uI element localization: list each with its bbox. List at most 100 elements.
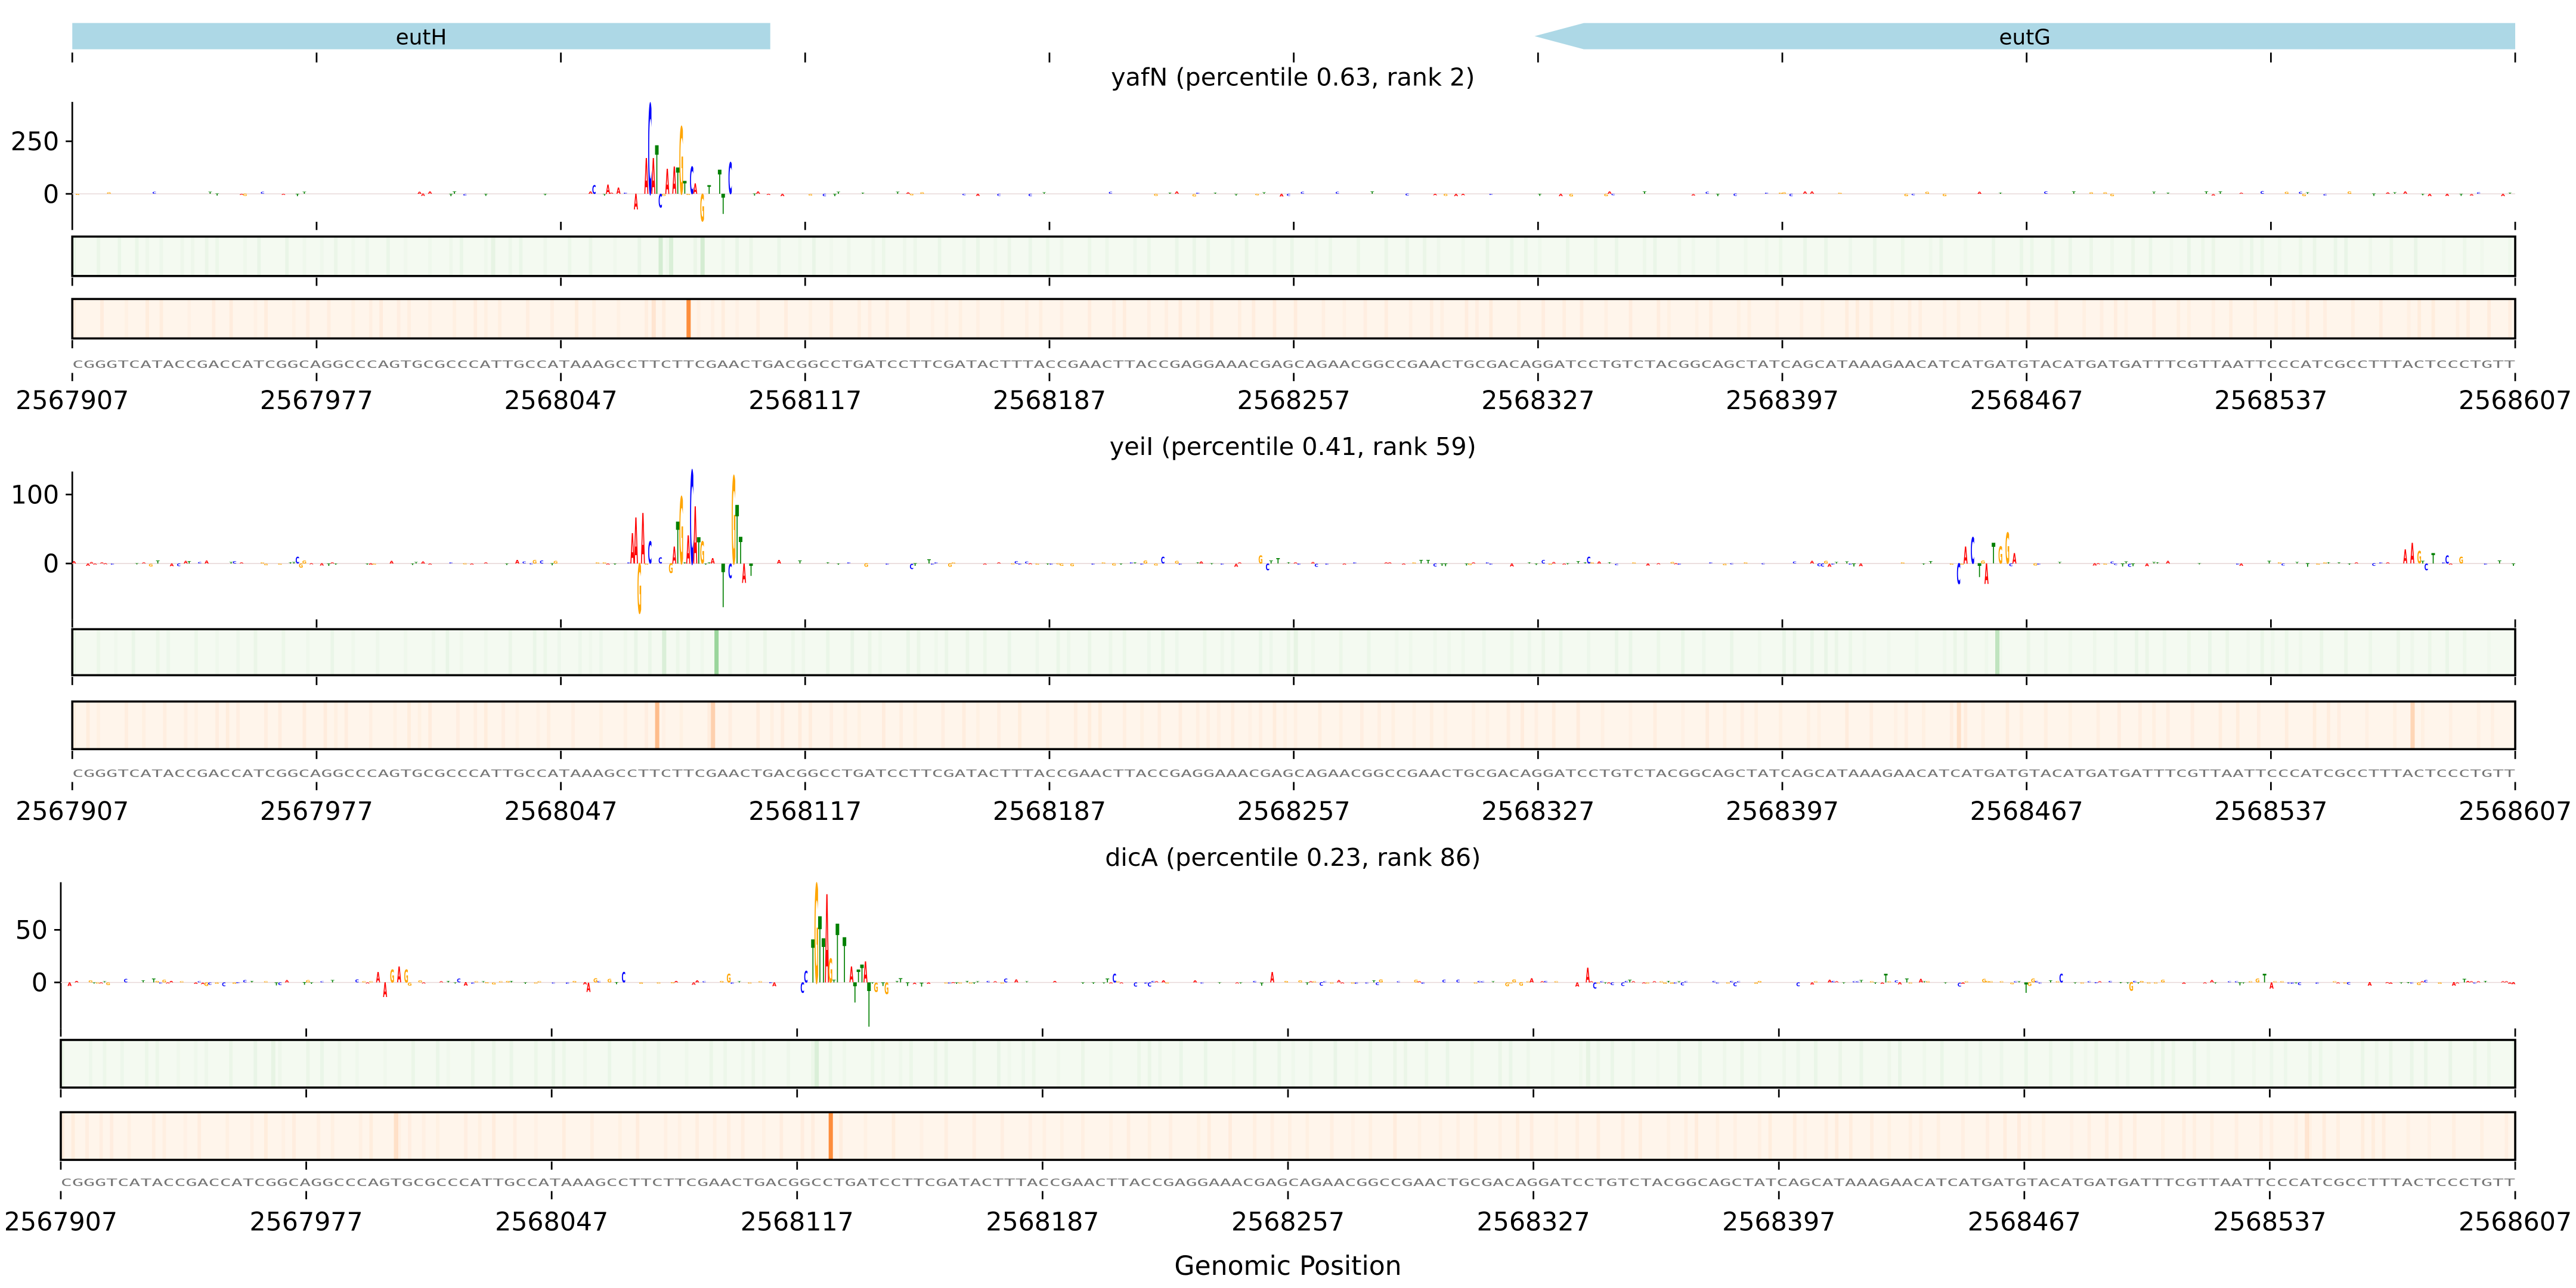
y-tick-label: 0	[43, 549, 59, 579]
logo-letter-G: G	[390, 967, 394, 987]
logo-letter-G: G	[726, 972, 730, 986]
logo-letter-C: C	[1287, 194, 1291, 197]
orange-heatmap-bg	[72, 701, 2516, 750]
heatmap-cell	[571, 701, 575, 750]
heatmap-cell	[1873, 236, 1877, 276]
heatmap-cell	[2466, 299, 2470, 339]
logo-letter-C: C	[934, 562, 939, 564]
heatmap-cell	[2368, 629, 2373, 676]
heatmap-cell	[369, 701, 373, 750]
logo-letter-A: A	[756, 191, 760, 195]
logo-letter-C: C	[198, 562, 202, 564]
logo-letter-C: C	[658, 191, 662, 212]
heatmap-cell	[358, 1112, 363, 1160]
logo-letter-G: G	[1000, 982, 1004, 984]
logo-letter-A: A	[86, 563, 90, 567]
logo-letter-C: C	[1789, 193, 1793, 197]
logo-letter-A: A	[1552, 562, 1556, 564]
heatmap-cell	[1462, 629, 1465, 675]
logo-letter-G: G	[2284, 191, 2289, 195]
heatmap-cell	[686, 629, 691, 676]
logo-letter-A: A	[1053, 981, 1058, 983]
logo-letter-A: A	[1562, 564, 1567, 565]
heatmap-cell	[1286, 629, 1290, 676]
logo-letter-G: G	[920, 192, 925, 194]
x-tick-label: 2567907	[16, 797, 129, 826]
heatmap-cell	[1723, 701, 1727, 750]
logo-letter-G: G	[2031, 979, 2035, 984]
heatmap-cell	[1524, 236, 1528, 276]
logo-letter-T: T	[2152, 562, 2156, 564]
logo-letter-A: A	[2354, 562, 2358, 564]
logo-letter-T: T	[818, 899, 822, 1004]
logo-letter-A: A	[2512, 982, 2516, 985]
heatmap-cell	[1855, 299, 1859, 339]
heatmap-cell	[2082, 299, 2086, 339]
logo-letter-C: C	[1684, 981, 1688, 983]
heatmap-cell-highlight	[2305, 1112, 2309, 1160]
heatmap-cell	[543, 629, 547, 676]
logo-letter-G: G	[1838, 193, 1842, 194]
heatmap-cell	[2028, 1112, 2032, 1160]
heatmap-cell	[2051, 236, 2055, 276]
x-tick-label: 2568327	[1477, 1208, 1590, 1237]
logo-letter-T: T	[2166, 193, 2171, 194]
logo-letter-T: T	[798, 560, 802, 565]
heatmap-cell	[2253, 299, 2257, 339]
heatmap-cell	[1067, 629, 1071, 676]
gene-eutG	[1534, 23, 2516, 49]
logo-letter-G: G	[1981, 559, 1986, 565]
heatmap-cell	[1060, 236, 1064, 276]
logo-letter-G: G	[463, 564, 467, 565]
heatmap-cell	[763, 629, 767, 676]
heatmap-cell	[513, 1112, 517, 1160]
logo-letter-T: T	[906, 982, 909, 987]
green-heatmap-bg	[60, 1039, 2516, 1088]
x-tick-label: 2568537	[2214, 386, 2327, 416]
heatmap-cell	[1964, 629, 1968, 676]
heatmap-cell	[72, 299, 76, 339]
logo-letter-A: A	[777, 559, 781, 565]
logo-letter-T: T	[1213, 193, 1218, 194]
logo-letter-T: T	[1628, 979, 1632, 983]
heatmap-cell	[1203, 1039, 1208, 1088]
logo-letter-A: A	[1235, 982, 1240, 984]
logo-letter-G: G	[2103, 564, 2107, 565]
logo-letter-T: T	[2049, 980, 2052, 983]
heatmap-cell	[1028, 1112, 1032, 1160]
heatmap-cell	[1112, 299, 1116, 339]
heatmap-cell	[2327, 701, 2330, 750]
heatmap-cell	[1197, 1112, 1200, 1160]
logo-letter-T: T	[739, 530, 742, 572]
logo-letter-T: T	[707, 562, 711, 564]
heatmap-cell	[1559, 629, 1563, 676]
heatmap-cell	[1330, 1112, 1334, 1160]
heatmap-cell	[2171, 1039, 2175, 1088]
logo-letter-G: G	[1998, 541, 2002, 569]
logo-letter-C: C	[1113, 972, 1117, 986]
logo-letter-C: C	[1958, 982, 1962, 988]
logo-letter-T: T	[92, 982, 97, 984]
heatmap-cell	[407, 701, 411, 750]
logo-letter-A: A	[369, 563, 373, 565]
logo-letter-A: A	[2456, 982, 2460, 984]
logo-letter-T: T	[1566, 564, 1570, 565]
gene-track: eutH eutG	[71, 23, 2516, 63]
logo-letter-C: C	[1611, 194, 1615, 196]
heatmap-cell	[97, 236, 101, 276]
logo-letter-T: T	[881, 982, 885, 988]
logo-letter-C: C	[2298, 982, 2302, 986]
heatmap-cell	[1939, 236, 1943, 276]
heatmap-cell	[110, 1112, 114, 1160]
heatmap-cell	[320, 1039, 324, 1088]
logo-letter-C: C	[1297, 564, 1301, 565]
logo-letter-A: A	[1461, 194, 1466, 196]
logo-letter-C: C	[2442, 562, 2446, 564]
logo-letter-G: G	[204, 982, 208, 988]
gene-label: eutG	[1999, 25, 2051, 49]
heatmap-cell	[1820, 299, 1824, 338]
heatmap-cell	[1845, 299, 1849, 339]
logo-letter-C: C	[2037, 563, 2041, 565]
logo-letter-T: T	[843, 926, 846, 998]
logo-letter-T: T	[1884, 972, 1888, 986]
